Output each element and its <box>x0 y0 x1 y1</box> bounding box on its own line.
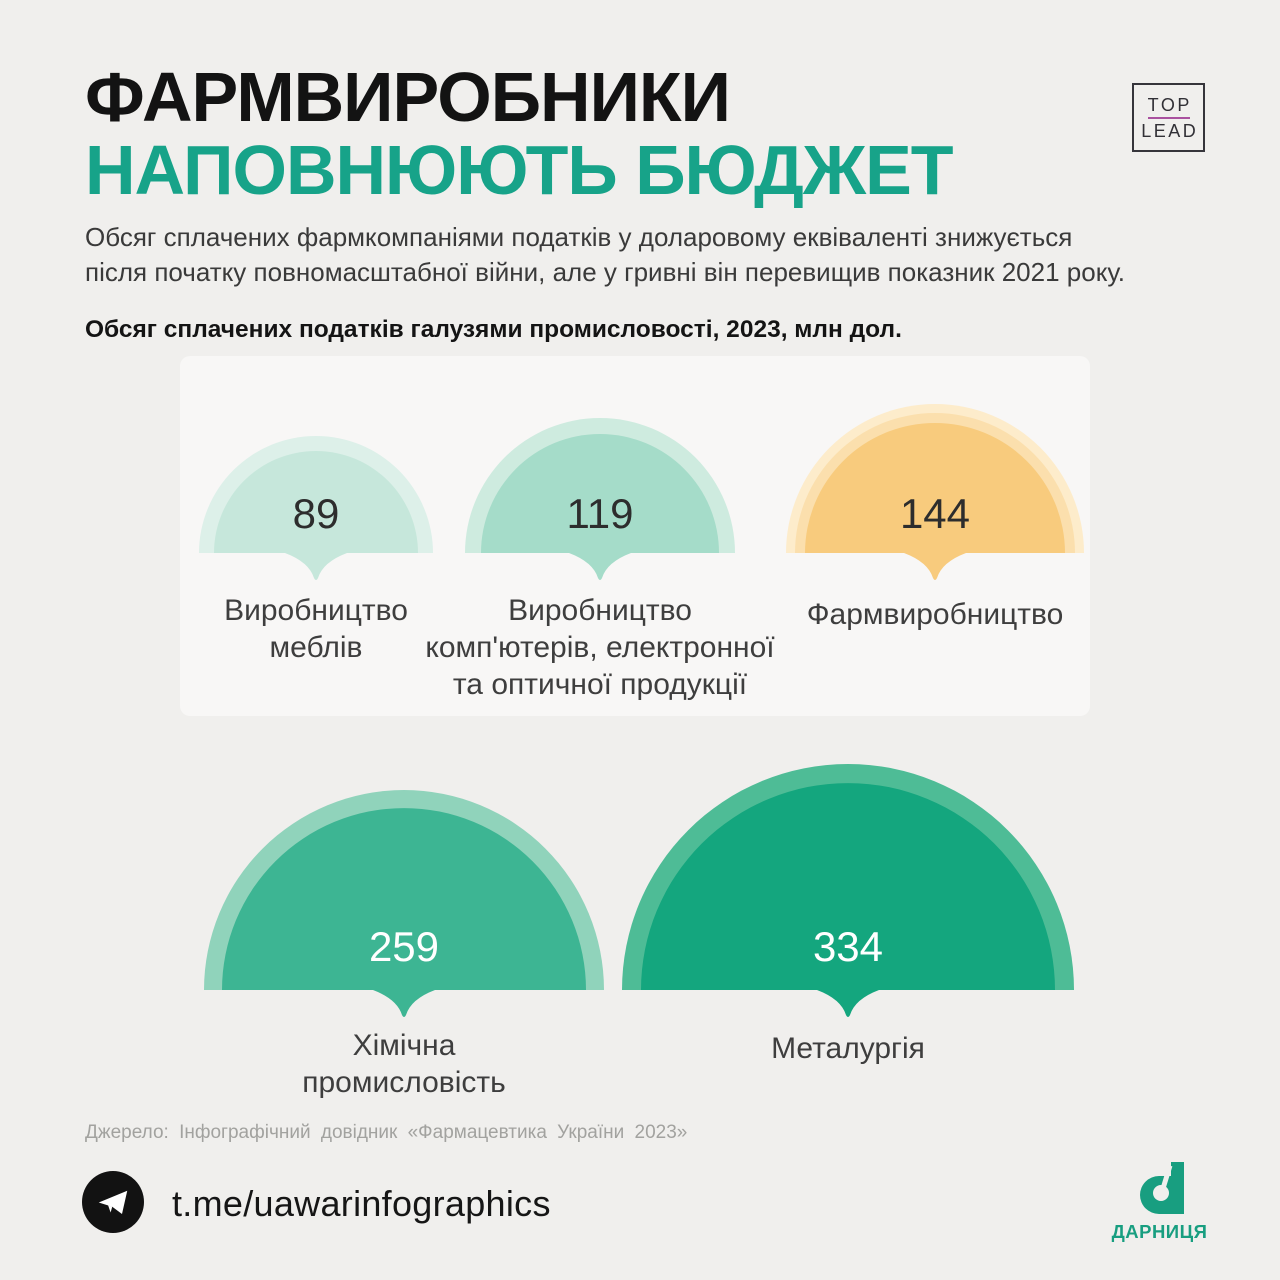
semicircle-furniture: 89 <box>199 436 433 583</box>
darnitsa-logo-mark <box>1140 1162 1184 1214</box>
label-furniture: Виробництво меблів <box>224 594 408 664</box>
label-computers: Виробництво комп'ютерів, електронної та оп… <box>425 594 775 701</box>
value-pharma: 144 <box>899 490 971 537</box>
label-pharma: Фармвиробництво <box>806 598 1064 631</box>
darnitsa-logo-name: ДАРНИЦЯ <box>1111 1221 1208 1242</box>
intro-text: Обсяг сплачених фармкомпаніями податків … <box>85 220 1125 290</box>
telegram-icon[interactable] <box>82 1171 144 1233</box>
value-chemical: 259 <box>368 923 440 970</box>
semicircle-computers: 119 <box>465 418 735 583</box>
label-metallurgy: Металургія <box>771 1032 925 1065</box>
label-chemical: Хімічна промисловість <box>302 1029 506 1099</box>
intro-line1: Обсяг сплачених фармкомпаніями податків … <box>85 222 1073 252</box>
source-note: Джерело: Інфографічний довідник «Фармаце… <box>85 1122 688 1143</box>
semicircle-pharma: 144 <box>786 404 1084 583</box>
semicircle-chemical: 259 <box>204 790 604 1020</box>
paper-plane-icon <box>98 1190 128 1214</box>
value-metallurgy: 334 <box>812 923 884 970</box>
page-title-line2: НАПОВНЮЮТЬ БЮДЖЕТ <box>85 131 954 209</box>
telegram-handle-link[interactable]: t.me/uawarinfographics <box>172 1183 551 1224</box>
page-title-line1: ФАРМВИРОБНИКИ <box>85 58 731 136</box>
toplead-logo-top-text: TOP <box>1147 94 1192 115</box>
toplead-logo-lead-text: LEAD <box>1141 120 1199 141</box>
intro-line2: після початку повномасштабної війни, але… <box>85 257 1125 287</box>
toplead-logo: TOP LEAD <box>1132 83 1205 152</box>
toplead-logo-divider <box>1147 116 1190 119</box>
chart-title: Обсяг сплачених податків галузями промис… <box>85 316 902 343</box>
value-furniture: 89 <box>292 490 340 537</box>
semicircle-metallurgy: 334 <box>622 764 1074 1020</box>
value-computers: 119 <box>566 490 634 537</box>
